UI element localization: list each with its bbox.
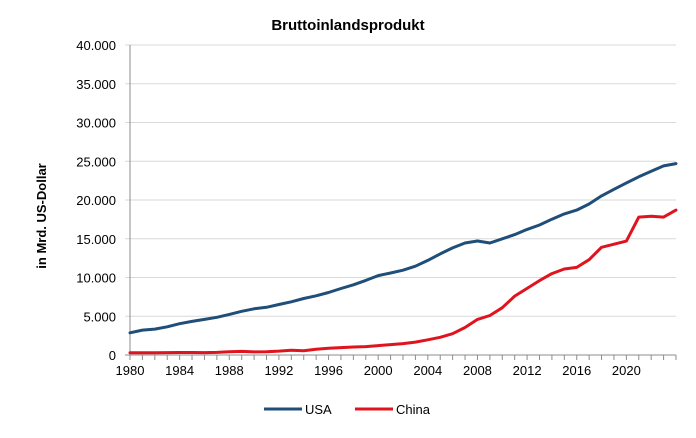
y-tick-label: 30.000: [76, 116, 116, 131]
x-tick-label: 2016: [562, 363, 591, 378]
legend-label-china: China: [396, 402, 431, 417]
y-tick-label: 0: [109, 348, 116, 363]
y-tick-label: 15.000: [76, 232, 116, 247]
x-tick-label: 1980: [116, 363, 145, 378]
x-tick-label: 2012: [513, 363, 542, 378]
x-tick-label: 2008: [463, 363, 492, 378]
y-tick-label: 25.000: [76, 154, 116, 169]
x-tick-label: 2020: [612, 363, 641, 378]
x-tick-label: 1996: [314, 363, 343, 378]
y-axis-label: in Mrd. US-Dollar: [34, 163, 49, 268]
x-tick-label: 2000: [364, 363, 393, 378]
y-tick-label: 35.000: [76, 77, 116, 92]
y-tick-label: 40.000: [76, 38, 116, 53]
x-tick-label: 1992: [264, 363, 293, 378]
x-tick-label: 2004: [413, 363, 442, 378]
x-axis: 1980 1984 1988 1992 1996 2000 2004 2008 2012 2016…: [116, 355, 677, 378]
y-tick-label: 20.000: [76, 193, 116, 208]
legend-label-usa: USA: [305, 402, 332, 417]
legend: USA China: [264, 402, 431, 417]
series-line-usa: [128, 162, 678, 335]
x-tick-label: 1984: [165, 363, 194, 378]
y-axis: 0 5.000 10.000 15.000 20.000 25.000 30.000 35.0…: [76, 38, 676, 363]
y-tick-label: 10.000: [76, 271, 116, 286]
y-tick-label: 5.000: [83, 309, 116, 324]
series-line-china: [128, 208, 678, 355]
series-lines: [128, 162, 678, 355]
x-tick-label: 1988: [215, 363, 244, 378]
chart-title: Bruttoinlandsprodukt: [271, 17, 424, 34]
